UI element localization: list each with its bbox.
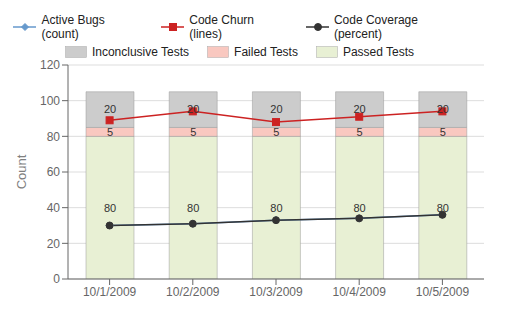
svg-text:5: 5 [273,126,279,138]
svg-text:20: 20 [353,103,365,115]
svg-text:80: 80 [47,130,61,144]
svg-text:10/3/2009: 10/3/2009 [249,285,303,299]
html-text:Failed Tests: Failed Tests [234,45,298,59]
svg-text:20: 20 [270,103,282,115]
html-text:Code Churn (lines): Code Churn (lines) [189,13,254,41]
svg-text:80: 80 [104,202,116,214]
svg-text:20: 20 [437,103,449,115]
svg-text:0: 0 [53,272,60,286]
svg-text:20: 20 [47,237,61,251]
svg-text:10/2/2009: 10/2/2009 [166,285,220,299]
html-text:Active Bugs (count): Active Bugs (count) [41,13,105,41]
svg-text:40: 40 [47,201,61,215]
svg-text:20: 20 [187,103,199,115]
svg-text:Count: Count [14,154,29,189]
svg-text:10/4/2009: 10/4/2009 [333,285,387,299]
svg-text:60: 60 [47,165,61,179]
svg-text:5: 5 [440,126,446,138]
svg-text:80: 80 [437,202,449,214]
svg-text:5: 5 [357,126,363,138]
svg-text:10/1/2009: 10/1/2009 [83,285,137,299]
svg-text:20: 20 [104,103,116,115]
svg-text:100: 100 [40,94,60,108]
svg-text:80: 80 [270,202,282,214]
svg-text:80: 80 [353,202,365,214]
html-text:Code Coverage (percent): Code Coverage (percent) [333,13,418,41]
svg-text:80: 80 [187,202,199,214]
svg-text:5: 5 [107,126,113,138]
svg-text:120: 120 [40,58,60,72]
svg-text:5: 5 [190,126,196,138]
html-text:Inconclusive Tests: Inconclusive Tests [91,45,190,59]
svg-text:10/5/2009: 10/5/2009 [416,285,470,299]
html-text:Passed Tests: Passed Tests [342,45,415,59]
